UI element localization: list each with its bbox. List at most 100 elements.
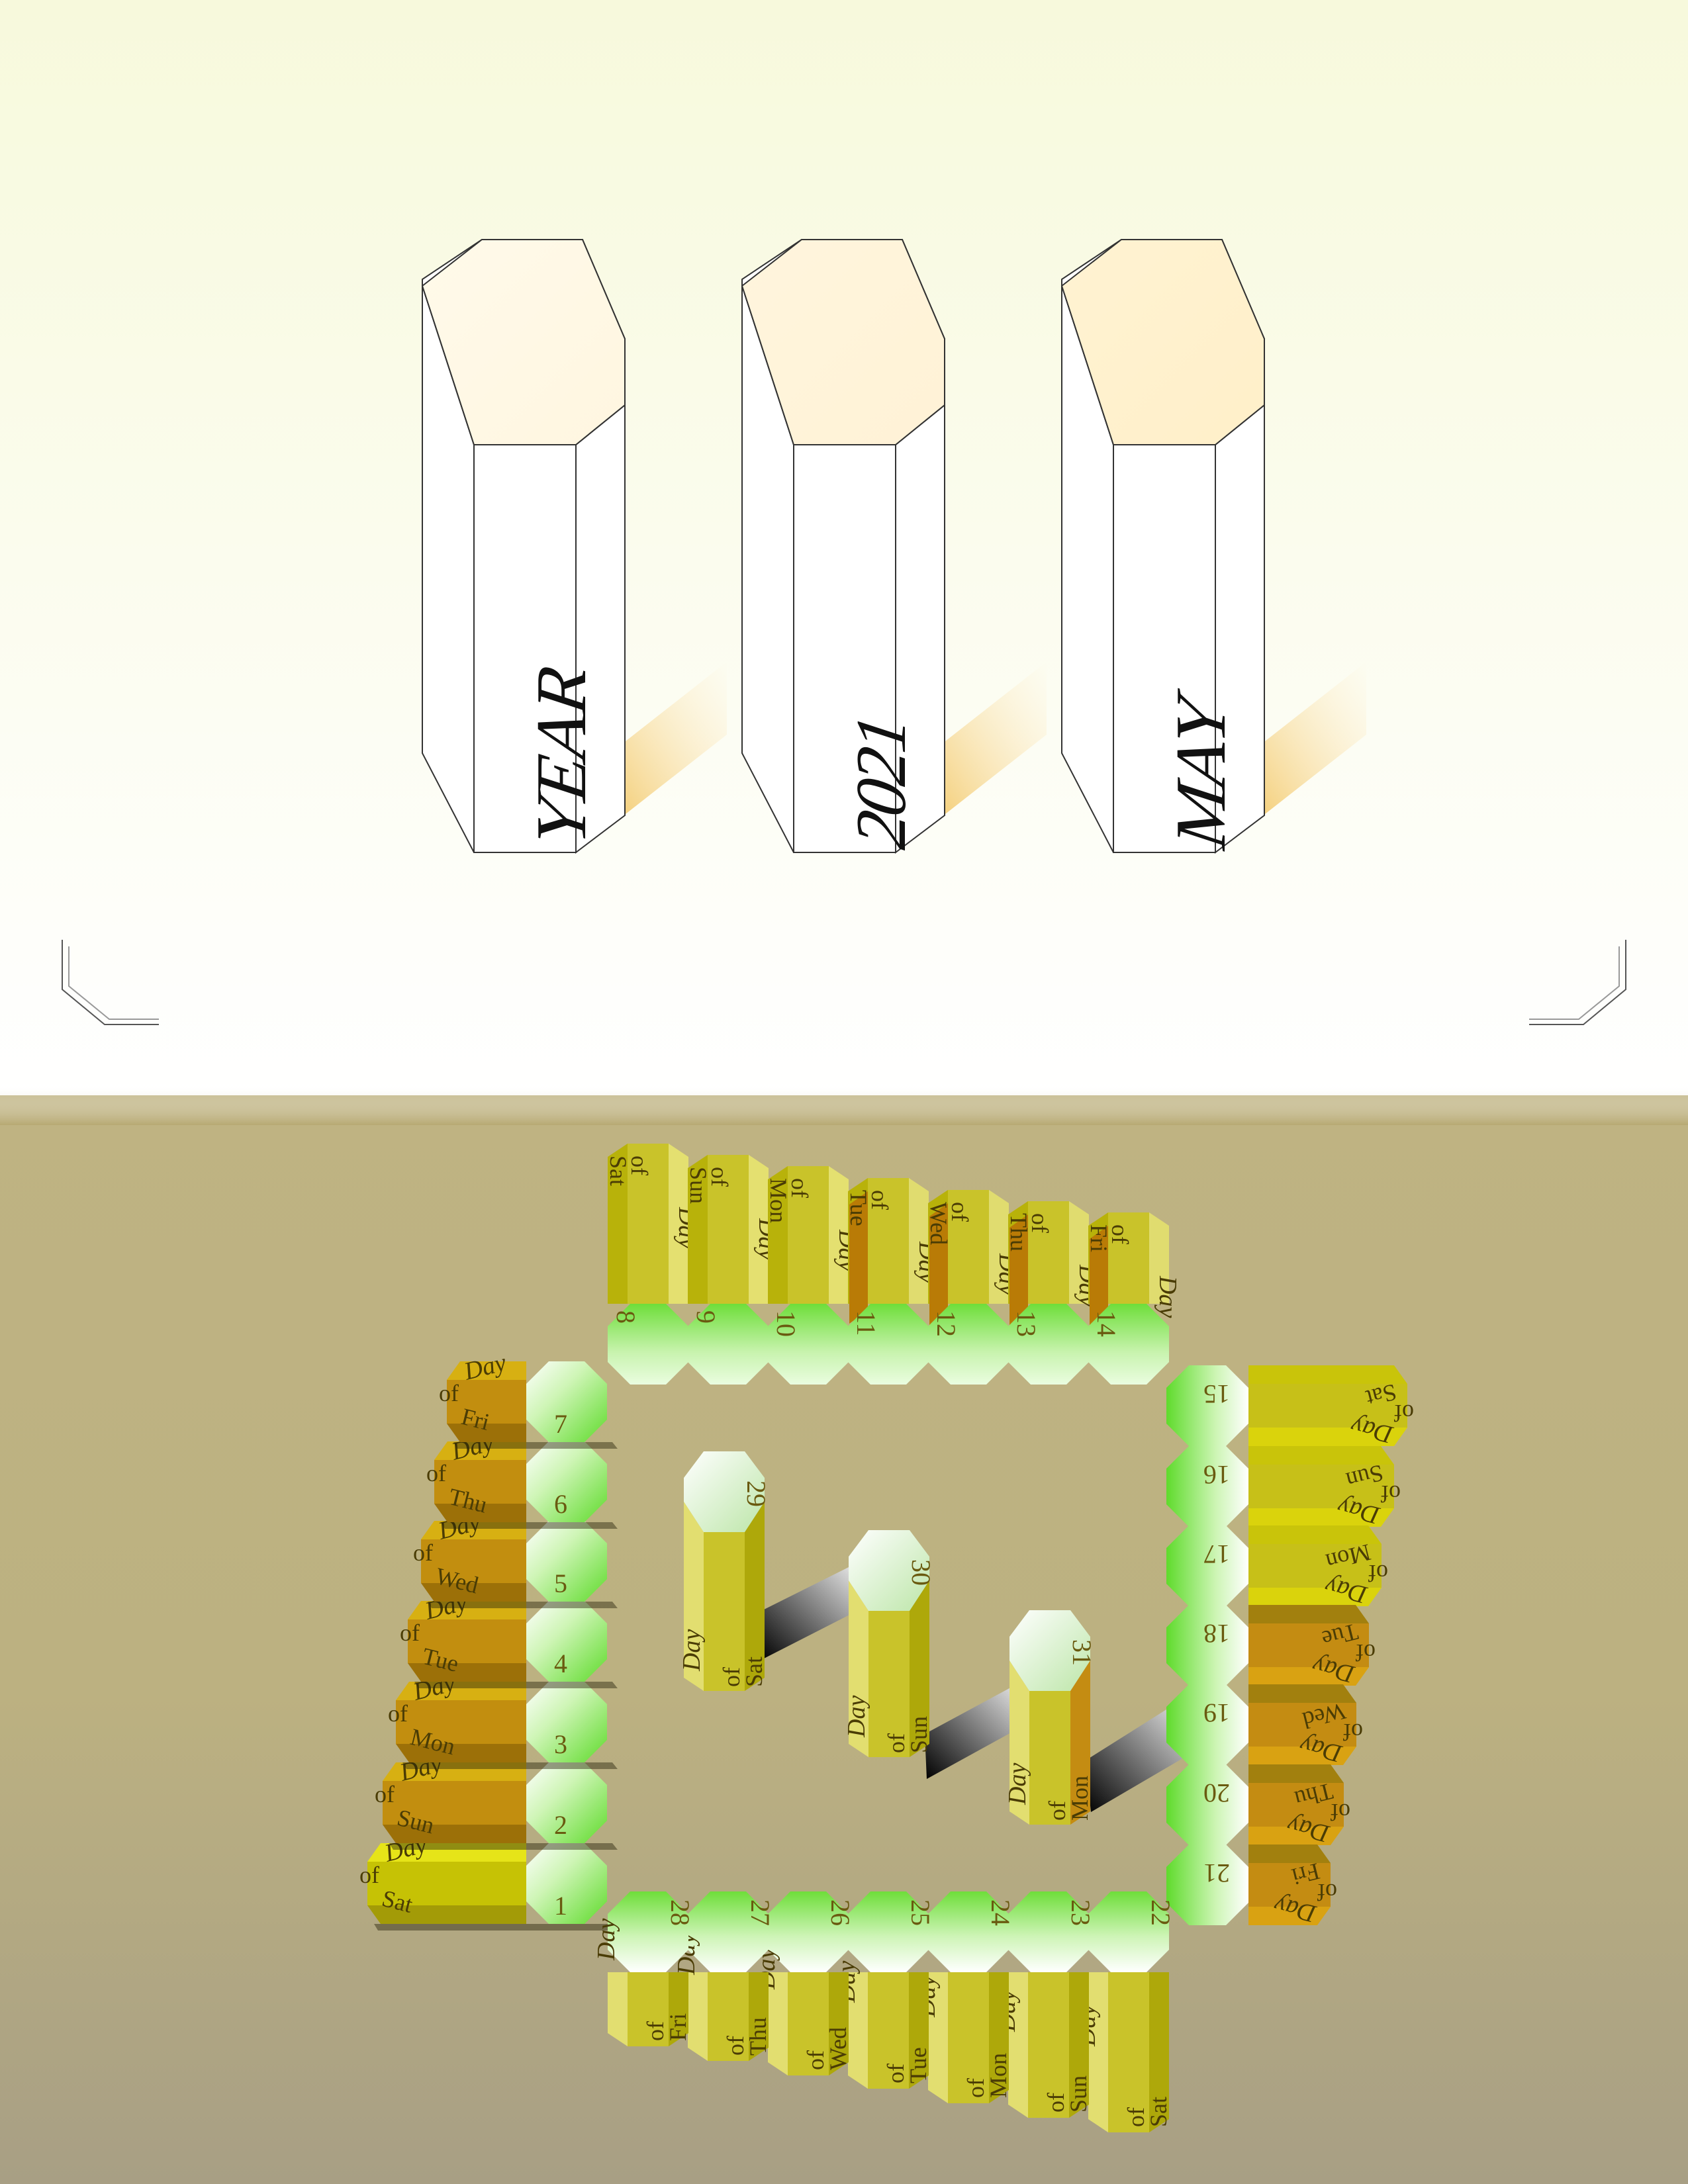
column-glow (945, 662, 1047, 814)
bar-cap (1009, 1610, 1090, 1691)
bar-left-face (768, 1166, 788, 1304)
bar-left-face (1008, 1972, 1028, 2118)
of-word: of (1343, 1719, 1363, 1745)
bar-cap (768, 1891, 849, 1972)
day-number: 10 (771, 1310, 801, 1337)
bar-cap (1166, 1764, 1248, 1845)
weekday: Tue (845, 1190, 872, 1226)
bar-shadow (374, 1924, 618, 1931)
bar-top-face (1248, 1605, 1369, 1623)
bar-cap (1166, 1525, 1248, 1606)
header-column-number: 2021 (741, 239, 1047, 859)
bar-left-face (768, 1972, 788, 2075)
bar-main-face (447, 1380, 526, 1424)
weekday: Thu (1006, 1213, 1032, 1251)
day-number: 24 (986, 1899, 1015, 1926)
day-number: 19 (1203, 1698, 1230, 1728)
of-word: of (1394, 1400, 1414, 1426)
bar-main-face (1248, 1623, 1369, 1667)
of-word: of (426, 1460, 446, 1486)
bar-cap (1008, 1891, 1089, 1972)
day-number: 26 (825, 1899, 855, 1926)
day-number: 1 (554, 1891, 567, 1921)
weekday: Fri (1086, 1224, 1112, 1252)
bar-main-face (628, 1972, 669, 2046)
day-number: 23 (1066, 1899, 1096, 1926)
bar-left-face (608, 1144, 628, 1304)
day-number: 8 (611, 1310, 641, 1324)
bar-right-face (1149, 1972, 1169, 2132)
bar-cap (526, 1682, 607, 1762)
weekday: Sun (906, 1716, 932, 1753)
bar-right-face (749, 1972, 769, 2061)
weekday: Sat (1145, 2097, 1172, 2127)
connector-shadow (1086, 1706, 1188, 1812)
bar-right-face (669, 1144, 688, 1304)
bar-bottom-face (447, 1424, 526, 1442)
bar-cap (1166, 1684, 1248, 1765)
of-word: of (359, 1862, 379, 1888)
day-number: 29 (741, 1480, 771, 1507)
bar-right-face (1069, 1972, 1089, 2118)
of-word: of (1027, 1213, 1053, 1233)
day-number: 7 (554, 1409, 567, 1439)
day-number: 13 (1011, 1310, 1041, 1337)
bar-right-face (910, 1580, 929, 1757)
bar-main-face (1248, 1703, 1356, 1747)
horizon-band (0, 1085, 1688, 1125)
of-word: of (626, 1156, 653, 1175)
bar-right-face (989, 1972, 1009, 2103)
day-number: 30 (906, 1559, 936, 1586)
weekday: Mon (765, 1178, 792, 1223)
bar-top-face (1248, 1764, 1344, 1783)
bar-cap (928, 1891, 1009, 1972)
bar-shadow (402, 1762, 618, 1769)
weekday: Wed (825, 2027, 851, 2070)
of-word: of (722, 2036, 749, 2056)
day-number: 6 (554, 1489, 567, 1519)
bar-left-face (1009, 1661, 1029, 1825)
day-word: Day (592, 1919, 620, 1961)
weekday: Fri (459, 1403, 492, 1435)
bar-cap (1166, 1844, 1248, 1925)
bar-top-face (396, 1682, 526, 1700)
bar-right-face (1149, 1212, 1169, 1304)
of-word: of (400, 1619, 420, 1646)
of-word: of (1107, 1224, 1133, 1244)
of-word: of (883, 1733, 910, 1753)
bar-left-face (688, 1155, 708, 1304)
bar-right-face (989, 1190, 1009, 1304)
of-word: of (1123, 2107, 1149, 2127)
of-word: of (882, 2064, 909, 2083)
bar-main-face (708, 1972, 749, 2061)
bar-left-face (1088, 1972, 1108, 2132)
bar-right-face (745, 1502, 765, 1691)
day-bar-1: 1DayofSat (359, 1831, 618, 1931)
bar-cap (608, 1304, 688, 1385)
day-bar-5: 5DayofWed (413, 1508, 618, 1608)
column-glow (626, 662, 727, 814)
bar-right-face (829, 1166, 849, 1304)
bar-top-face (408, 1601, 526, 1619)
weekday: Thu (745, 2017, 771, 2056)
bar-main-face (1248, 1863, 1331, 1907)
bar-cap (849, 1530, 929, 1611)
day-number: 25 (906, 1899, 935, 1926)
day-bar-3: 3DayofMon (388, 1669, 618, 1769)
day-number: 20 (1203, 1778, 1230, 1808)
column-glow (1265, 662, 1366, 814)
bar-top-face (447, 1361, 526, 1380)
day-number: 31 (1067, 1639, 1097, 1666)
